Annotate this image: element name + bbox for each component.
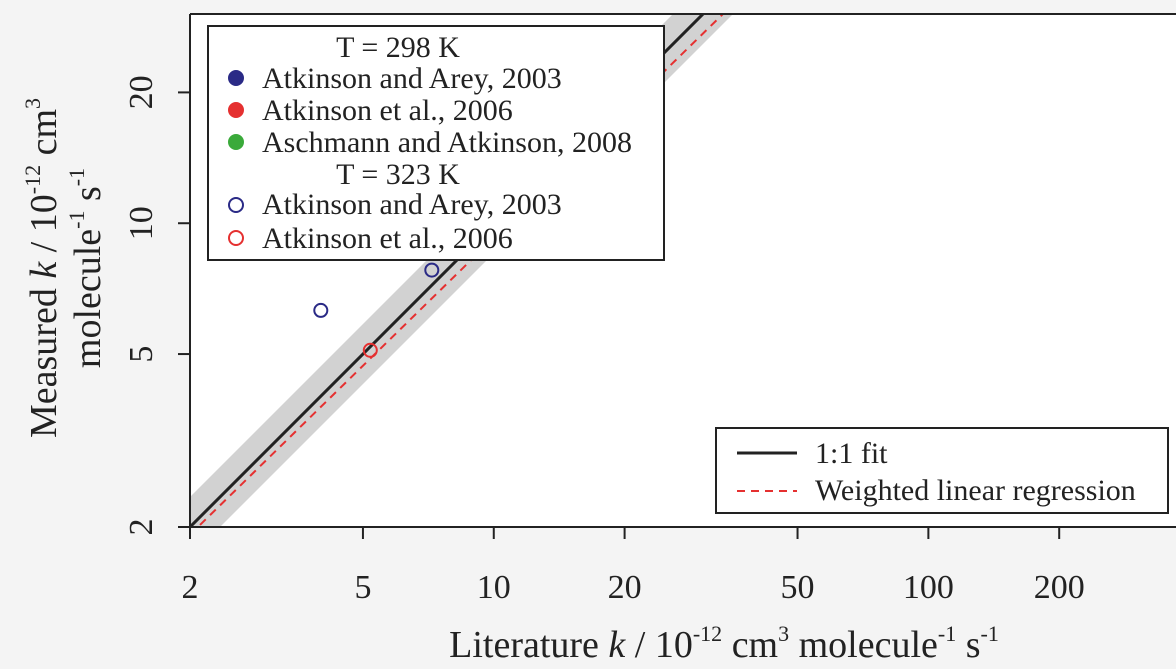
data-point xyxy=(424,262,440,278)
y-tick-label: 10 xyxy=(123,206,160,240)
y-tick-label: 2 xyxy=(123,519,160,536)
legend-label-atkinson-arey-2003-298k: Atkinson and Arey, 2003 xyxy=(262,62,562,95)
x-tick-label: 5 xyxy=(354,569,371,606)
legend-marker-atkinson-arey-2003-323k xyxy=(228,197,244,213)
legend-label-atkinson-2006-298k: Atkinson et al., 2006 xyxy=(262,94,513,127)
y-axis-title-line2: molecule-1 s-1 xyxy=(64,168,109,368)
x-tick-label: 100 xyxy=(903,569,954,606)
legend-marker-atkinson-arey-2003-298k xyxy=(228,70,244,86)
y-tick-label: 20 xyxy=(123,75,160,109)
legend-marker-atkinson-2006-298k xyxy=(228,102,244,118)
x-tick-label: 200 xyxy=(1034,569,1085,606)
y-tick-label: 5 xyxy=(123,346,160,363)
fit-legend-label-regression: Weighted linear regression xyxy=(815,474,1136,507)
series-legend-box xyxy=(207,25,665,261)
axis-ticks: 2510205010020025102050100200 xyxy=(123,75,1085,606)
x-tick-label: 10 xyxy=(477,569,511,606)
legend-heading-298k: T = 298 K xyxy=(336,31,460,64)
data-point xyxy=(313,302,329,318)
legend-marker-aschmann-2008-298k xyxy=(228,134,244,150)
x-tick-label: 2 xyxy=(182,569,199,606)
series-legend: T = 298 K Atkinson and Arey, 2003 Atkins… xyxy=(207,25,665,261)
one-to-one-fit-line xyxy=(190,14,706,527)
fit-legend-label-fit: 1:1 fit xyxy=(815,437,888,470)
legend-label-aschmann-2008-298k: Aschmann and Atkinson, 2008 xyxy=(262,126,632,159)
x-tick-label: 20 xyxy=(608,569,642,606)
y-axis-title-line1: Measured k / 10-12 cm3 xyxy=(20,98,65,438)
legend-marker-atkinson-2006-323k xyxy=(228,230,244,246)
data-point xyxy=(362,342,378,358)
legend-label-atkinson-arey-2003-323k: Atkinson and Arey, 2003 xyxy=(262,188,562,221)
fit-legend: 1:1 fit Weighted linear regression xyxy=(715,427,1169,514)
legend-heading-323k: T = 323 K xyxy=(336,158,460,191)
fit-legend-box xyxy=(715,427,1169,514)
legend-label-atkinson-2006-323k: Atkinson et al., 2006 xyxy=(262,222,513,255)
x-axis-title: Literature k / 10-12 cm3 molecule-1 s-1 xyxy=(449,621,999,666)
x-tick-label: 50 xyxy=(781,569,815,606)
